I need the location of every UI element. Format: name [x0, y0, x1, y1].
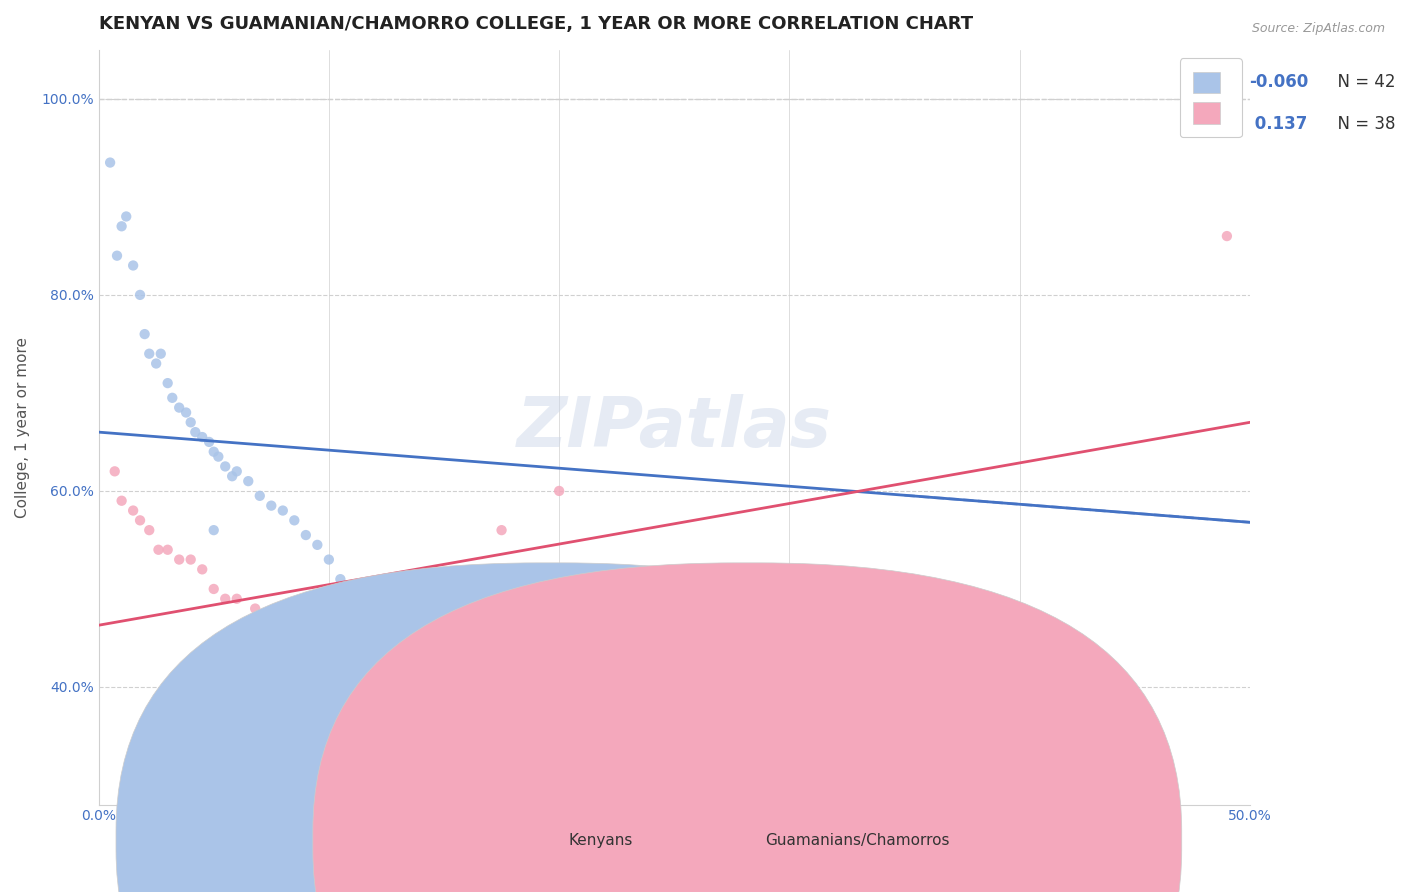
Point	[111, 493, 134, 508]
Point	[134, 327, 156, 342]
Point	[456, 572, 478, 586]
Point	[162, 391, 184, 405]
Text: ZIPatlas: ZIPatlas	[517, 393, 832, 461]
Point	[129, 288, 152, 302]
Point	[225, 591, 247, 606]
Point	[122, 503, 145, 517]
Point	[893, 650, 915, 665]
Point	[778, 650, 800, 665]
Point	[398, 680, 420, 694]
Point	[198, 434, 221, 449]
Text: R =: R =	[1194, 73, 1230, 91]
Point	[295, 528, 318, 542]
Point	[491, 523, 513, 537]
Point	[156, 542, 179, 557]
Point	[352, 660, 374, 674]
Point	[180, 415, 202, 429]
Point	[329, 640, 352, 655]
Point	[149, 347, 172, 361]
Text: KENYAN VS GUAMANIAN/CHAMORRO COLLEGE, 1 YEAR OR MORE CORRELATION CHART: KENYAN VS GUAMANIAN/CHAMORRO COLLEGE, 1 …	[98, 15, 973, 33]
Point	[456, 650, 478, 665]
Point	[122, 259, 145, 273]
Point	[104, 464, 127, 478]
Point	[214, 591, 236, 606]
Point	[307, 640, 329, 655]
Text: -0.060: -0.060	[1250, 73, 1309, 91]
Point	[214, 459, 236, 474]
Point	[105, 249, 128, 263]
Point	[167, 401, 190, 415]
Point	[548, 665, 571, 680]
Point	[479, 709, 502, 723]
Point	[548, 483, 571, 498]
Point	[513, 719, 536, 733]
Point	[307, 538, 329, 552]
Point	[283, 513, 305, 527]
Point	[640, 773, 662, 788]
Text: Guamanians/Chamorros: Guamanians/Chamorros	[765, 833, 950, 847]
Point	[260, 499, 283, 513]
Point	[180, 552, 202, 566]
Point	[138, 347, 160, 361]
Text: Source: ZipAtlas.com: Source: ZipAtlas.com	[1251, 22, 1385, 36]
Y-axis label: College, 1 year or more: College, 1 year or more	[15, 336, 30, 517]
Point	[893, 670, 915, 684]
Point	[444, 695, 467, 709]
Point	[191, 430, 214, 444]
Point	[184, 425, 207, 439]
Text: 0.137: 0.137	[1250, 115, 1308, 133]
Point	[145, 357, 167, 371]
Point	[156, 376, 179, 391]
Point	[202, 523, 225, 537]
Text: N = 38: N = 38	[1327, 115, 1395, 133]
Point	[221, 469, 243, 483]
Point	[111, 219, 134, 234]
Point	[340, 591, 363, 606]
Point	[686, 783, 709, 797]
Point	[174, 405, 197, 419]
Text: R =: R =	[1194, 115, 1230, 133]
Point	[191, 562, 214, 576]
Point	[115, 210, 138, 224]
Point	[225, 464, 247, 478]
Point	[129, 513, 152, 527]
Point	[98, 155, 121, 169]
Point	[283, 621, 305, 635]
Text: Kenyans: Kenyans	[568, 833, 633, 847]
Point	[962, 660, 984, 674]
Text: N = 42: N = 42	[1327, 73, 1395, 91]
Point	[243, 601, 266, 615]
Point	[387, 640, 409, 655]
Point	[548, 739, 571, 753]
Point	[409, 646, 432, 660]
Point	[238, 474, 260, 488]
Point	[352, 611, 374, 625]
Point	[733, 793, 755, 807]
Point	[422, 680, 444, 694]
Point	[202, 444, 225, 458]
Point	[148, 542, 170, 557]
Point	[329, 572, 352, 586]
Point	[318, 552, 340, 566]
Legend: , : ,	[1180, 58, 1241, 136]
Point	[207, 450, 229, 464]
Point	[593, 758, 616, 772]
Point	[138, 523, 160, 537]
Point	[640, 611, 662, 625]
Point	[664, 621, 686, 635]
Point	[364, 621, 387, 635]
Point	[202, 582, 225, 596]
Point	[167, 552, 190, 566]
Point	[375, 670, 398, 684]
Point	[271, 503, 294, 517]
Point	[1216, 229, 1239, 244]
Point	[249, 489, 271, 503]
Point	[260, 621, 283, 635]
